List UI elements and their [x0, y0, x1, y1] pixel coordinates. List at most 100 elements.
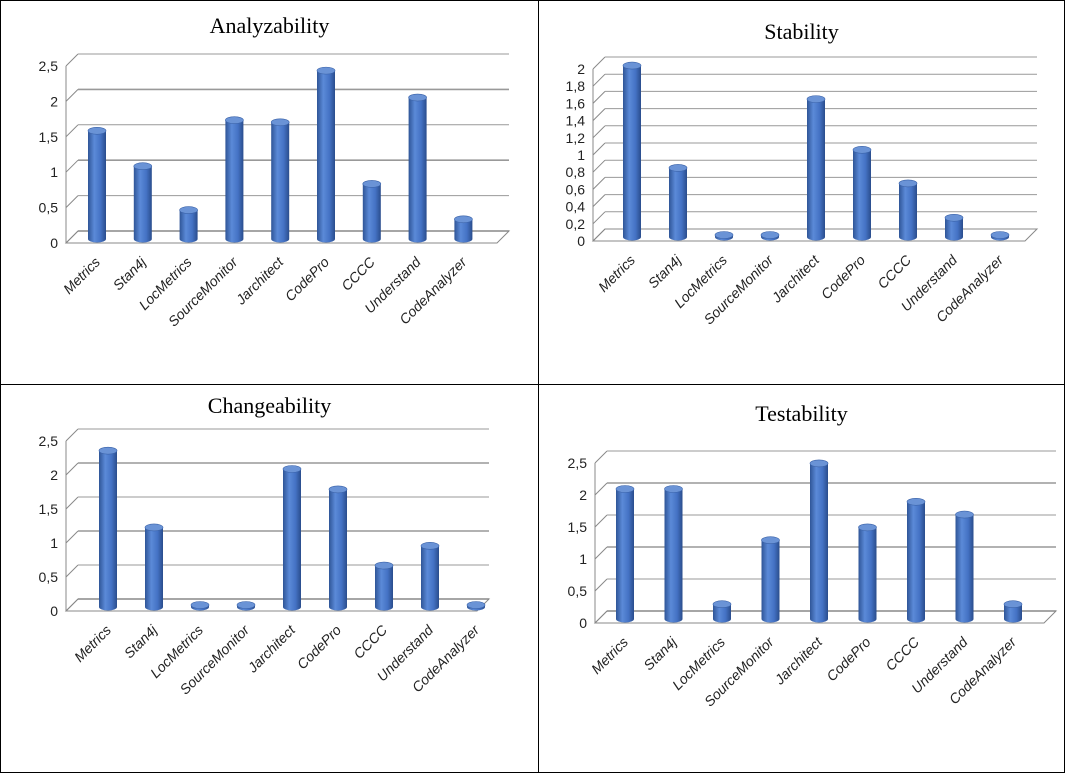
chart-changeability: 0 0,5 1 1,5 2 2,5 Metrics Stan4jLocMetricsSourc…	[39, 428, 491, 698]
chart-testability: 0 0,5 1 1,5 2 2,5 Metrics Stan4jLocMetricsSourc…	[568, 450, 1058, 710]
y-tick-label: 1	[50, 164, 58, 180]
bar	[190, 601, 210, 611]
bar	[328, 485, 348, 611]
bar	[898, 179, 918, 241]
y-tick-label: 2,5	[39, 433, 59, 449]
y-tick-label: 0,5	[39, 200, 59, 216]
x-tick-label: Metrics	[60, 254, 103, 297]
bar	[806, 95, 826, 241]
x-tick-label: CodePro	[282, 254, 333, 305]
y-tick-label: 1	[50, 535, 58, 551]
bar	[374, 561, 394, 611]
x-tick-label: CCCC	[882, 633, 923, 674]
bar	[362, 180, 382, 243]
bar	[955, 510, 974, 623]
x-tick-label: Jarchitect	[768, 251, 823, 306]
y-axis: 0 0,5 1 1,5 2 2,5	[39, 58, 67, 251]
bar	[668, 164, 688, 241]
y-tick-label: 1,2	[566, 130, 586, 146]
chart-title: Analyzability	[209, 13, 330, 38]
y-tick-label: 1,5	[39, 129, 59, 145]
bar	[179, 206, 198, 243]
x-tick-label: Metrics	[595, 252, 638, 295]
bar	[622, 61, 642, 241]
chart-title: Changeability	[207, 393, 332, 418]
y-tick-label: 2,5	[568, 455, 588, 471]
y-tick-label: 0,8	[566, 164, 586, 180]
y-axis: 0 0,5 1 1,5 2 2,5	[568, 455, 596, 631]
y-tick-label: 0	[577, 233, 585, 249]
bar	[133, 162, 153, 243]
bar	[454, 215, 473, 243]
x-tick-label: Jarchitect	[244, 621, 299, 676]
grid-divider-horizontal	[1, 384, 1064, 385]
y-tick-label: 2,5	[39, 58, 59, 74]
bar	[144, 523, 164, 611]
bar	[664, 485, 683, 623]
bar	[760, 231, 780, 241]
x-tick-label: CodePro	[823, 634, 874, 685]
bar	[236, 601, 256, 611]
y-tick-label: 2	[50, 93, 58, 109]
bar	[466, 601, 486, 611]
bar	[712, 600, 732, 623]
x-tick-label: Jarchitect	[232, 253, 287, 308]
x-tick-label: Metrics	[71, 622, 114, 665]
bars	[622, 61, 1010, 241]
chart-analyzability: 0 0,5 1 1,5 2 2,5 Metrics Stan4jLocMetricsSourc…	[39, 53, 511, 330]
bar	[225, 116, 244, 243]
chart-title: Stability	[764, 19, 839, 44]
y-tick-label: 0	[50, 603, 58, 619]
x-tick-label: CodePro	[294, 622, 345, 673]
gridlines	[593, 450, 1058, 624]
y-tick-label: 2	[50, 467, 58, 483]
x-axis: Metrics Stan4jLocMetricsSourceMonitorJarc…	[71, 621, 483, 698]
bar	[408, 93, 427, 243]
bar	[714, 231, 734, 241]
grid-divider-vertical	[538, 1, 539, 772]
y-tick-label: 1	[579, 551, 587, 567]
y-tick-label: 1	[577, 147, 585, 163]
y-tick-label: 0	[50, 235, 58, 251]
x-axis: Metrics Stan4jLocMetricsSourceMonitorJarc…	[60, 253, 471, 330]
y-tick-label: 0	[579, 615, 587, 631]
bar	[809, 459, 829, 623]
chart-panel-changeability: Changeability 0 0,5 1 1,5 2 2,5 Metrics Stan4j L…	[1, 385, 538, 772]
bar	[852, 146, 872, 241]
chart-stability: 00,20,4 0,60,811,21,4 1,61,82 Metrics Stan4j…	[566, 56, 1039, 328]
bars	[615, 459, 1023, 623]
bar	[316, 66, 336, 243]
x-tick-label: CCCC	[338, 253, 379, 294]
bar	[906, 498, 926, 623]
y-tick-label: 0,5	[39, 569, 59, 585]
x-tick-label: Jarchitect	[771, 633, 826, 688]
x-tick-label: Stan4j	[121, 621, 161, 661]
chart-panel-testability: Testability 0 0,5 1 1,5 2 2,5 Metrics Stan4j Loc…	[539, 385, 1064, 772]
y-tick-label: 1,8	[566, 78, 586, 94]
y-tick-label: 2	[579, 487, 587, 503]
y-tick-label: 1,5	[39, 501, 59, 517]
y-axis: 00,20,4 0,60,811,21,4 1,61,82	[566, 61, 594, 249]
bar	[420, 542, 440, 611]
y-tick-label: 1,6	[566, 95, 586, 111]
x-tick-label: CCCC	[350, 621, 391, 662]
bar	[270, 118, 290, 243]
bars	[98, 446, 486, 611]
gridlines	[64, 53, 511, 244]
bars	[87, 66, 473, 243]
y-tick-label: 1,5	[568, 519, 588, 535]
y-axis: 0 0,5 1 1,5 2 2,5	[39, 433, 67, 619]
y-tick-label: 0,5	[568, 583, 588, 599]
y-tick-label: 1,4	[566, 113, 586, 129]
y-tick-label: 0,4	[566, 199, 586, 215]
bar	[990, 231, 1010, 241]
bar	[858, 523, 877, 623]
x-axis: Metrics Stan4jLocMetricsSourceMonitorJarc…	[595, 251, 1007, 328]
x-tick-label: Stan4j	[640, 633, 680, 673]
bar	[87, 127, 107, 243]
y-tick-label: 0,6	[566, 181, 586, 197]
x-tick-label: Metrics	[588, 634, 631, 677]
bar	[761, 536, 780, 623]
chart-panel-analyzability: Analyzability 0 0,5 1 1,5 2 2,5 Metrics Stan4j L…	[1, 1, 538, 384]
bar	[1003, 600, 1023, 623]
